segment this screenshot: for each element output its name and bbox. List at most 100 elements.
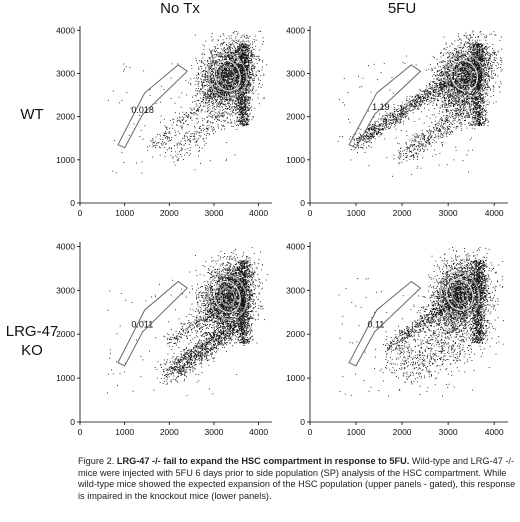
data-point	[207, 116, 209, 118]
data-point	[484, 85, 486, 87]
data-point	[242, 79, 244, 81]
data-point	[222, 77, 224, 79]
data-point	[490, 96, 492, 98]
data-point	[211, 79, 213, 81]
data-point	[160, 143, 162, 144]
data-point	[455, 73, 457, 74]
data-point	[223, 85, 225, 87]
data-point	[469, 57, 471, 59]
data-point	[257, 70, 259, 72]
data-point	[245, 103, 246, 105]
data-point	[208, 63, 209, 64]
data-point	[242, 69, 243, 71]
data-point	[242, 84, 244, 86]
data-point	[238, 108, 239, 110]
data-point	[153, 145, 154, 147]
data-point	[221, 73, 222, 75]
data-point	[242, 115, 244, 117]
data-point	[237, 117, 238, 119]
data-point	[466, 98, 468, 99]
data-point	[158, 146, 160, 148]
data-point	[195, 110, 197, 112]
data-point	[222, 42, 224, 44]
data-point	[227, 76, 229, 78]
data-point	[178, 151, 180, 153]
data-point	[244, 60, 246, 62]
data-point	[241, 57, 243, 59]
data-point	[246, 84, 248, 86]
data-point	[467, 84, 469, 86]
data-point	[222, 78, 224, 80]
data-point	[247, 83, 249, 85]
data-point	[488, 68, 489, 70]
data-point	[217, 106, 219, 108]
data-point	[245, 112, 247, 114]
data-point	[241, 85, 243, 87]
data-point	[228, 103, 230, 104]
data-point	[197, 85, 199, 87]
data-point	[231, 100, 233, 102]
data-point	[240, 116, 242, 118]
data-point	[159, 154, 161, 156]
data-point	[494, 52, 496, 53]
data-point	[258, 83, 260, 85]
data-point	[244, 73, 246, 75]
data-point	[226, 88, 228, 90]
data-point	[222, 82, 223, 84]
data-point	[488, 68, 490, 69]
data-point	[201, 101, 203, 102]
data-point	[225, 95, 227, 97]
data-point	[451, 99, 452, 100]
data-point	[237, 75, 239, 77]
data-point	[226, 57, 227, 59]
data-point	[196, 93, 198, 95]
data-point	[234, 83, 236, 85]
data-point	[206, 95, 208, 97]
data-point	[198, 90, 200, 91]
data-point	[247, 59, 249, 61]
data-point	[212, 122, 214, 124]
data-point	[245, 92, 246, 93]
row-label-wt: WT	[20, 106, 44, 123]
data-point	[219, 120, 220, 121]
data-point	[459, 105, 461, 107]
data-point	[196, 133, 197, 135]
data-point	[239, 109, 241, 111]
data-point	[165, 137, 167, 139]
data-point	[231, 56, 233, 58]
data-point	[189, 141, 191, 143]
data-point	[224, 88, 226, 90]
data-point	[225, 56, 227, 58]
data-point	[495, 34, 497, 36]
data-point	[205, 98, 207, 100]
data-point	[240, 68, 241, 69]
data-point	[181, 128, 183, 130]
data-point	[196, 75, 198, 77]
data-point	[453, 72, 455, 73]
data-point	[228, 89, 230, 91]
data-point	[240, 88, 241, 90]
data-point	[241, 45, 242, 47]
data-point	[200, 89, 201, 90]
data-point	[227, 83, 229, 84]
data-point	[249, 107, 251, 108]
data-point	[222, 70, 223, 72]
data-point	[246, 79, 248, 81]
data-point	[256, 75, 257, 77]
data-point	[220, 101, 222, 103]
data-point	[247, 102, 249, 104]
data-point	[215, 81, 216, 83]
data-point	[457, 64, 459, 66]
data-point	[229, 92, 231, 94]
data-point	[226, 98, 228, 100]
data-point	[221, 93, 222, 95]
data-point	[261, 69, 263, 71]
data-point	[190, 78, 192, 80]
data-point	[226, 47, 228, 49]
data-point	[197, 100, 199, 101]
row-label-lrg47-ko: LRG-47 KO	[5, 323, 59, 359]
data-point	[226, 118, 228, 119]
data-point	[454, 101, 456, 103]
data-point	[226, 80, 228, 82]
data-point	[168, 137, 170, 138]
